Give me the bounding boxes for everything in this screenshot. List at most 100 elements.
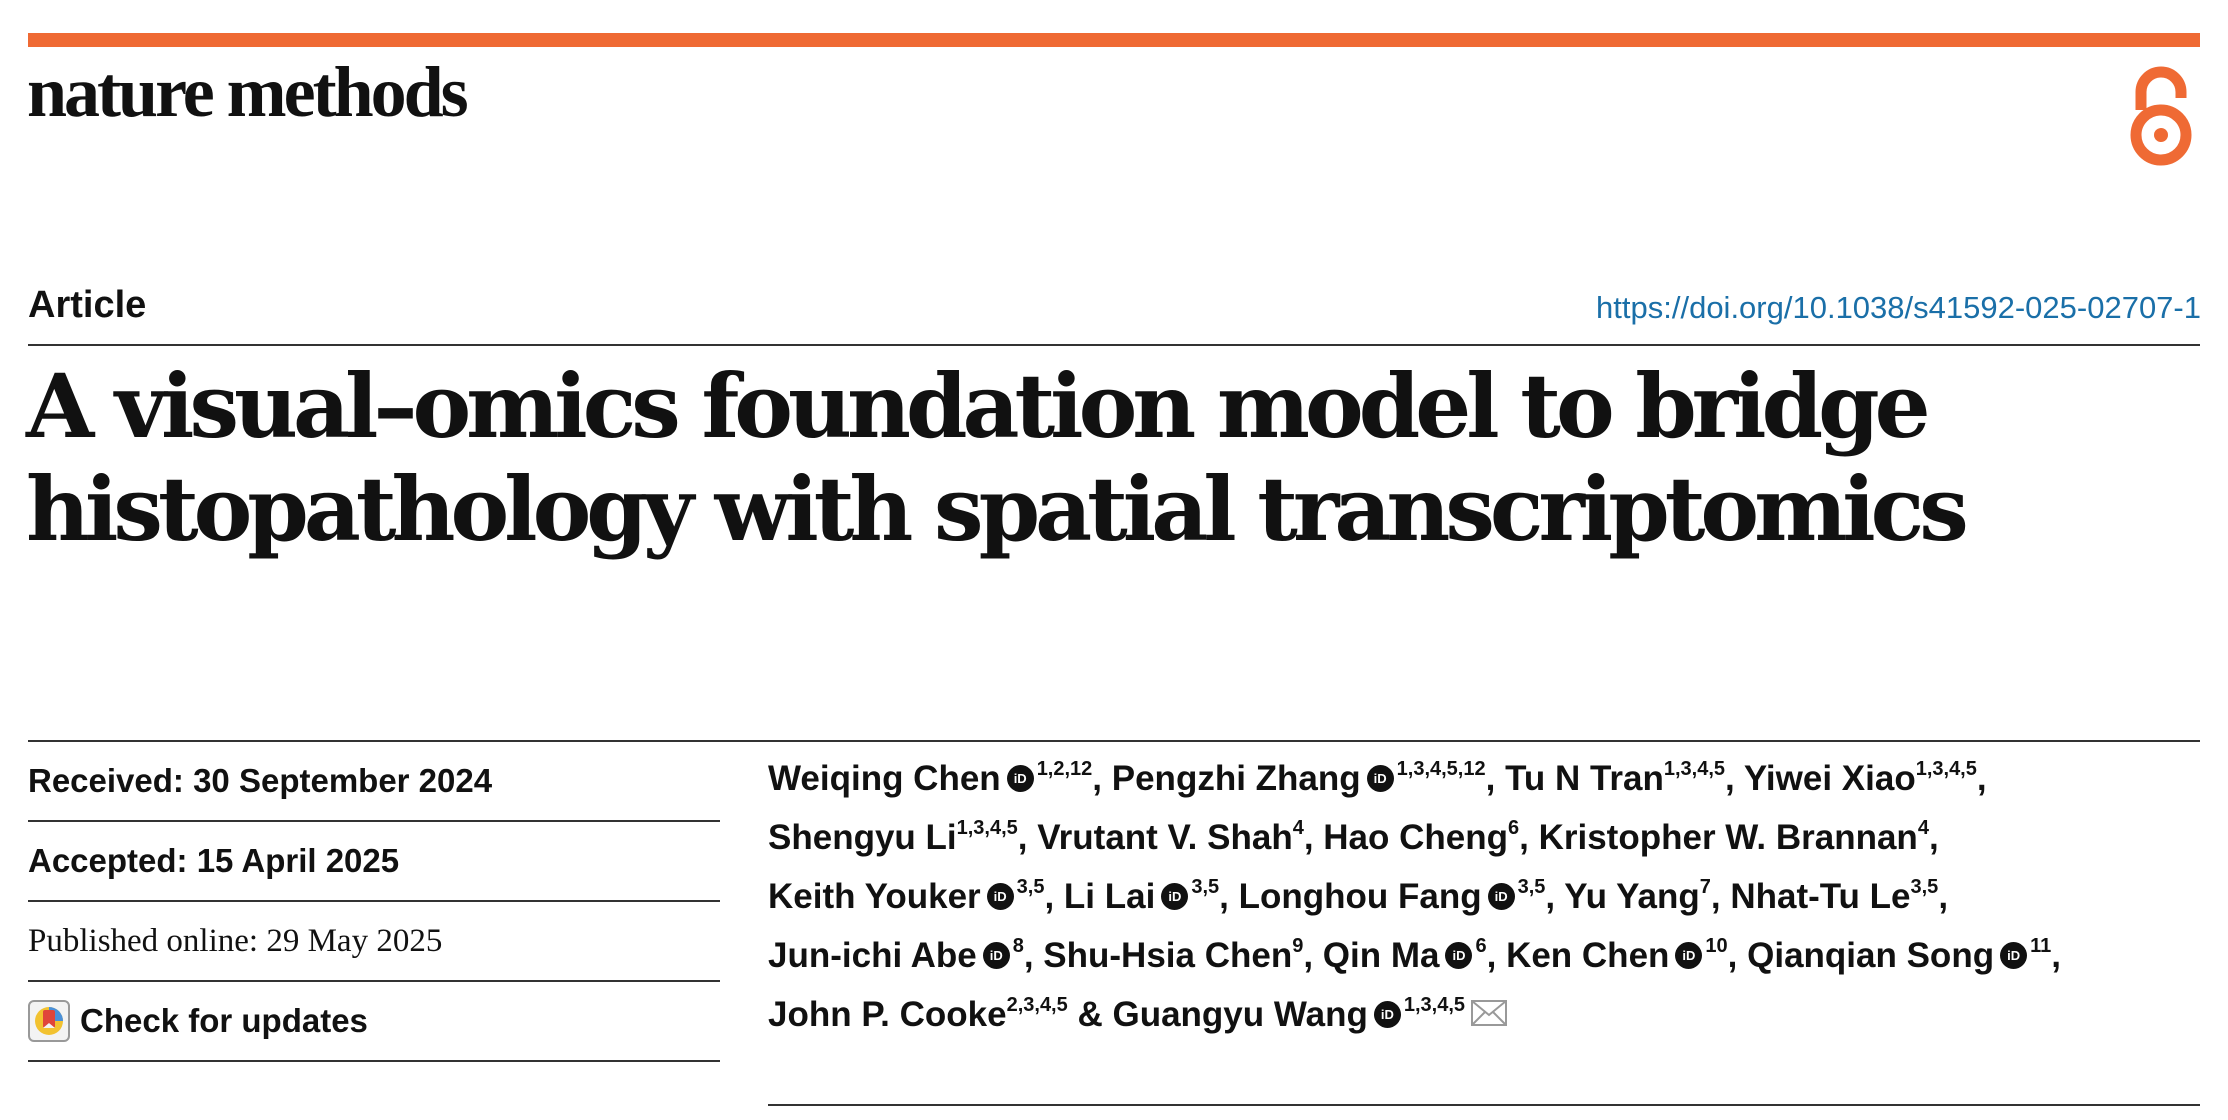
author-affiliation: 1,3,4,5 xyxy=(1403,994,1466,1016)
author-affiliation: 9 xyxy=(1292,935,1304,957)
author-entry: Qin Ma iD 6, xyxy=(1322,935,1507,975)
author-name[interactable]: John P. Cooke xyxy=(768,995,1007,1034)
author-name[interactable]: Li Lai xyxy=(1063,877,1156,916)
author-name[interactable]: Guangyu Wang xyxy=(1112,995,1368,1034)
author-entry: Tu N Tran1,3,4,5, xyxy=(1505,758,1744,798)
author-name[interactable]: Longhou Fang xyxy=(1238,877,1482,916)
mail-icon[interactable] xyxy=(1471,999,1508,1026)
author-name[interactable]: Shengyu Li xyxy=(768,818,957,857)
author-name[interactable]: Qin Ma xyxy=(1322,936,1440,975)
check-for-updates-label: Check for updates xyxy=(80,1002,368,1039)
author-separator: , xyxy=(1928,818,1939,857)
orcid-icon[interactable]: iD xyxy=(986,883,1014,911)
author-separator: , xyxy=(1023,936,1044,975)
author-entry: Nhat-Tu Le3,5, xyxy=(1730,876,1949,916)
author-name[interactable]: Weiqing Chen xyxy=(768,759,1001,798)
orcid-icon[interactable]: iD xyxy=(1675,942,1703,970)
author-entry: Li Lai iD 3,5, xyxy=(1063,876,1239,916)
author-name[interactable]: Yiwei Xiao xyxy=(1743,759,1916,798)
author-affiliation: 10 xyxy=(1705,935,1728,957)
author-affiliation: 8 xyxy=(1012,935,1024,957)
orcid-icon[interactable]: iD xyxy=(1161,883,1189,911)
author-affiliation: 1,3,4,5 xyxy=(956,817,1018,839)
author-separator: , xyxy=(1938,877,1949,916)
article-title: A visual–omics foundation model to bridg… xyxy=(26,355,2206,561)
journal-name[interactable]: nature methods xyxy=(27,52,469,132)
author-name[interactable]: Kristopher W. Brannan xyxy=(1538,818,1918,857)
orcid-icon[interactable]: iD xyxy=(982,942,1010,970)
author-entry: Pengzhi Zhang iD 1,3,4,5,12, xyxy=(1111,758,1506,798)
author-entry: Yu Yang7, xyxy=(1564,876,1731,916)
author-entry: Qianqian Song iD 11, xyxy=(1747,935,2061,975)
author-separator: , xyxy=(1710,877,1731,916)
authors-divider xyxy=(768,1104,2200,1106)
author-name[interactable]: Jun-ichi Abe xyxy=(768,936,977,975)
author-affiliation: 3,5 xyxy=(1016,876,1045,898)
orcid-icon[interactable]: iD xyxy=(1366,765,1394,793)
author-affiliation: 3,5 xyxy=(1191,876,1220,898)
author-entry: Kristopher W. Brannan4, xyxy=(1538,817,1939,857)
title-line-1: A visual–omics foundation model to bridg… xyxy=(26,354,1931,458)
author-entry: Jun-ichi Abe iD 8, xyxy=(768,935,1044,975)
received-date: Received: 30 September 2024 xyxy=(28,742,720,822)
author-list: Weiqing Chen iD 1,2,12, Pengzhi Zhang iD 1,3… xyxy=(768,752,2188,1047)
author-entry: Shengyu Li1,3,4,5, xyxy=(768,817,1038,857)
author-separator: & xyxy=(1067,995,1113,1034)
author-entry: Keith Youker iD 3,5, xyxy=(768,876,1064,916)
author-affiliation: 3,5 xyxy=(1517,876,1546,898)
author-name[interactable]: Tu N Tran xyxy=(1505,759,1664,798)
author-entry: Yiwei Xiao1,3,4,5, xyxy=(1743,758,1987,798)
author-name[interactable]: Qianqian Song xyxy=(1747,936,1995,975)
author-name[interactable]: Nhat-Tu Le xyxy=(1730,877,1911,916)
orcid-icon[interactable]: iD xyxy=(1006,765,1034,793)
author-entry: Hao Cheng6, xyxy=(1323,817,1539,857)
author-entry: Guangyu Wang iD 1,3,4,5 xyxy=(1112,994,1508,1034)
author-name[interactable]: Vrutant V. Shah xyxy=(1037,818,1293,857)
author-affiliation: 7 xyxy=(1699,876,1711,898)
check-for-updates-icon xyxy=(28,1000,70,1042)
author-name[interactable]: Hao Cheng xyxy=(1323,818,1509,857)
author-name[interactable]: Pengzhi Zhang xyxy=(1111,759,1361,798)
author-separator: , xyxy=(1519,818,1539,857)
author-separator: , xyxy=(1727,936,1748,975)
article-dates: Received: 30 September 2024 Accepted: 15… xyxy=(28,742,720,1062)
accepted-date: Accepted: 15 April 2025 xyxy=(28,822,720,902)
author-entry: Shu-Hsia Chen9, xyxy=(1043,935,1323,975)
author-affiliation: 1,3,4,5 xyxy=(1915,758,1977,780)
author-separator: , xyxy=(1485,759,1506,798)
author-affiliation: 6 xyxy=(1508,817,1520,839)
author-separator: , xyxy=(1976,759,1987,798)
author-name[interactable]: Ken Chen xyxy=(1506,936,1670,975)
author-name[interactable]: Shu-Hsia Chen xyxy=(1043,936,1293,975)
author-separator: , xyxy=(1017,818,1038,857)
author-affiliation: 3,5 xyxy=(1910,876,1939,898)
author-affiliation: 1,3,4,5 xyxy=(1663,758,1726,780)
author-separator: , xyxy=(1486,936,1507,975)
header-divider xyxy=(28,344,2200,346)
author-entry: Vrutant V. Shah4, xyxy=(1037,817,1323,857)
orcid-icon[interactable]: iD xyxy=(2000,942,2028,970)
author-affiliation: 1,2,12 xyxy=(1036,758,1093,780)
author-entry: John P. Cooke2,3,4,5 & xyxy=(768,994,1113,1034)
orcid-icon[interactable]: iD xyxy=(1445,942,1473,970)
author-affiliation: 6 xyxy=(1475,935,1487,957)
journal-accent-bar xyxy=(28,33,2200,47)
open-access-lock-icon xyxy=(2130,66,2192,166)
author-entry: Ken Chen iD 10, xyxy=(1506,935,1748,975)
author-name[interactable]: Keith Youker xyxy=(768,877,981,916)
author-affiliation: 2,3,4,5 xyxy=(1006,994,1068,1016)
author-entry: Longhou Fang iD 3,5, xyxy=(1238,876,1565,916)
check-for-updates-button[interactable]: Check for updates xyxy=(28,982,720,1062)
orcid-icon[interactable]: iD xyxy=(1487,883,1515,911)
author-separator: , xyxy=(1545,877,1565,916)
author-name[interactable]: Yu Yang xyxy=(1564,877,1700,916)
author-affiliation: 1,3,4,5,12 xyxy=(1396,758,1486,780)
article-type: Article xyxy=(28,284,147,326)
doi-link[interactable]: https://doi.org/10.1038/s41592-025-02707… xyxy=(1596,290,2201,325)
author-separator: , xyxy=(1092,759,1112,798)
author-separator: , xyxy=(2051,936,2061,975)
published-date: Published online: 29 May 2025 xyxy=(28,902,720,982)
orcid-icon[interactable]: iD xyxy=(1373,1001,1401,1029)
author-affiliation: 11 xyxy=(2030,935,2052,957)
author-separator: , xyxy=(1219,877,1239,916)
